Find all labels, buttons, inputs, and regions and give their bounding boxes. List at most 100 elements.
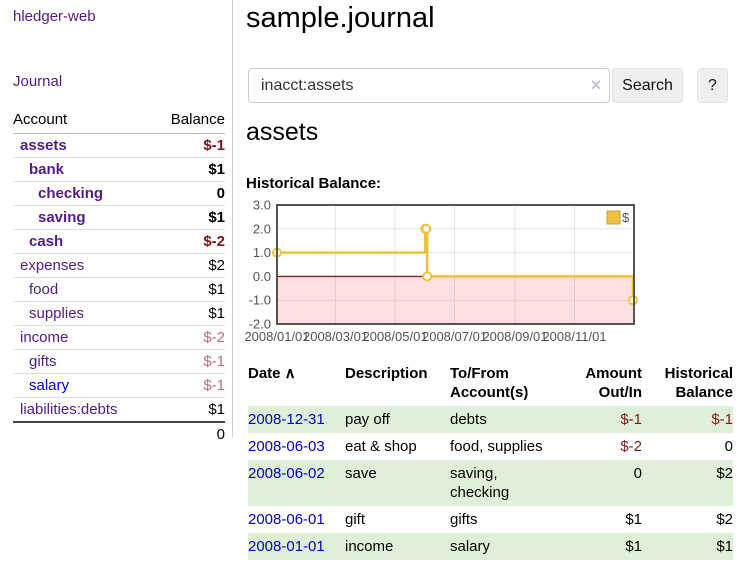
account-balance: $-1 xyxy=(203,137,225,154)
sidebar: hledger-web Journal Account Balance asse… xyxy=(0,0,233,446)
register-accounts: salary xyxy=(450,538,491,555)
sidebar-account-link[interactable]: gifts xyxy=(29,353,57,370)
sort-ascending-icon: ∧ xyxy=(280,365,296,382)
register-row: 2008-06-03 eat & shop food, supplies $-2 0 xyxy=(248,433,733,460)
register-accounts: food, supplies xyxy=(450,438,543,455)
chart-canvas: $3.0 2.0 1.0 0.0 -1.0 -2.02008/01/012008/03/0… xyxy=(244,198,639,344)
register-description: save xyxy=(345,465,377,482)
sidebar-item-journal[interactable]: Journal xyxy=(13,73,63,90)
account-row: saving $1 xyxy=(13,205,225,230)
register-header-cell: Historical Balance xyxy=(664,365,733,401)
help-button[interactable]: ? xyxy=(697,68,728,103)
register-header-cell[interactable]: Date ∧ xyxy=(248,365,296,382)
account-balance: $1 xyxy=(152,301,225,326)
register-header-cell: Amount Out/In xyxy=(585,365,642,401)
clear-search-icon[interactable]: × xyxy=(590,75,602,95)
register-table: Date ∧ Description To/From Account(s) Amoun… xyxy=(248,362,733,560)
accounts-header-balance: Balance xyxy=(152,108,225,134)
register-row: 2008-12-31 pay off debts $-1 $-1 xyxy=(248,406,733,433)
historical-balance-chart: $3.0 2.0 1.0 0.0 -1.0 -2.0 2008/01/01 2008/03/0… xyxy=(243,198,723,352)
account-balance: 0 xyxy=(152,181,225,206)
account-row: cash $-2 xyxy=(13,229,225,254)
svg-text:0.0: 0.0 xyxy=(253,269,271,284)
register-description: pay off xyxy=(345,411,390,428)
register-date-link[interactable]: 2008-06-02 xyxy=(248,465,325,482)
search-input[interactable] xyxy=(248,68,610,103)
account-row: checking 0 xyxy=(13,181,225,206)
register-description: eat & shop xyxy=(345,438,417,455)
search-button[interactable]: Search xyxy=(612,68,683,103)
svg-text:3.0: 3.0 xyxy=(253,198,271,213)
register-balance: $-1 xyxy=(711,411,733,428)
accounts-total-row: 0 xyxy=(13,421,225,446)
accounts-header-account: Account xyxy=(13,108,153,134)
account-row: expenses $2 xyxy=(13,253,225,278)
account-row: assets $-1 xyxy=(13,134,225,158)
account-balance: $-1 xyxy=(152,349,225,374)
register-amount: $1 xyxy=(625,511,642,528)
register-balance: $2 xyxy=(716,465,733,482)
svg-text:2.0: 2.0 xyxy=(253,221,271,236)
svg-text:2008/07/01: 2008/07/01 xyxy=(422,329,487,344)
svg-text:2008/09/01: 2008/09/01 xyxy=(482,329,547,344)
account-row: salary $-1 xyxy=(13,373,225,398)
sidebar-account-link[interactable]: checking xyxy=(38,185,104,202)
account-balance: $-2 xyxy=(152,325,225,350)
account-balance: $1 xyxy=(152,205,225,230)
register-row: 2008-06-01 gift gifts $1 $2 xyxy=(248,506,733,533)
search-bar: × Search ? xyxy=(248,68,734,104)
app-title-link[interactable]: hledger-web xyxy=(13,8,96,25)
register-amount: $-2 xyxy=(620,438,642,455)
register-header-cell: To/From Account(s) xyxy=(450,365,529,401)
svg-text:2008/05/01: 2008/05/01 xyxy=(362,329,427,344)
sidebar-account-link[interactable]: expenses xyxy=(20,257,85,274)
svg-text:-1.0: -1.0 xyxy=(249,293,271,308)
sidebar-account-link[interactable]: saving xyxy=(38,209,86,226)
account-balance: $-2 xyxy=(152,229,225,254)
svg-text:2008/11/01: 2008/11/01 xyxy=(542,329,606,344)
sidebar-account-link[interactable]: food xyxy=(29,281,59,298)
account-balance: $1 xyxy=(152,277,225,302)
sidebar-account-link[interactable]: cash xyxy=(29,233,64,250)
account-row: food $1 xyxy=(13,277,225,302)
register-date-link[interactable]: 2008-06-03 xyxy=(248,438,325,455)
register-header-row: Date ∧ Description To/From Account(s) Amoun… xyxy=(248,362,733,406)
register-description: gift xyxy=(345,511,366,528)
accounts-table: Account Balance assets $-1 bank $1 checking 0… xyxy=(13,108,225,446)
register-description: income xyxy=(345,538,394,555)
svg-text:1.0: 1.0 xyxy=(253,245,271,260)
sidebar-account-link[interactable]: liabilities:debts xyxy=(20,401,118,418)
account-balance: $1 xyxy=(152,397,225,422)
app-title: hledger-web xyxy=(13,8,224,26)
register-date-link[interactable]: 2008-01-01 xyxy=(248,538,325,555)
svg-text:2008/03/01: 2008/03/01 xyxy=(303,329,368,344)
register-amount: 0 xyxy=(633,465,642,482)
sidebar-account-link[interactable]: income xyxy=(20,329,69,346)
register-balance: $1 xyxy=(716,538,733,555)
sidebar-account-link[interactable]: supplies xyxy=(29,305,85,322)
accounts-total-spacer xyxy=(13,421,153,446)
register-balance: 0 xyxy=(724,438,733,455)
register-accounts: saving, checking xyxy=(450,465,510,501)
account-row: income $-2 xyxy=(13,325,225,350)
account-heading: assets xyxy=(246,118,319,146)
account-row: liabilities:debts $1 xyxy=(13,397,225,422)
register-header-cell: Description xyxy=(345,365,428,382)
register-date-link[interactable]: 2008-06-01 xyxy=(248,511,325,528)
sidebar-account-link[interactable]: salary xyxy=(29,377,70,394)
sidebar-account-link[interactable]: assets xyxy=(20,137,67,154)
sidebar-account-link[interactable]: bank xyxy=(29,161,65,178)
accounts-header-row: Account Balance xyxy=(13,108,225,134)
register-accounts: gifts xyxy=(450,511,478,528)
accounts-total-balance: 0 xyxy=(152,421,225,446)
register-date-link[interactable]: 2008-12-31 xyxy=(248,411,325,428)
register-accounts: debts xyxy=(450,411,487,428)
sidebar-nav: Journal xyxy=(13,73,224,91)
register-row: 2008-06-02 save saving, checking 0 $2 xyxy=(248,460,733,506)
register-amount: $-1 xyxy=(620,411,642,428)
account-balance: $2 xyxy=(152,253,225,278)
account-balance: $-1 xyxy=(152,373,225,398)
account-row: supplies $1 xyxy=(13,301,225,326)
register-balance: $2 xyxy=(716,511,733,528)
register-row: 2008-01-01 income salary $1 $1 xyxy=(248,533,733,560)
